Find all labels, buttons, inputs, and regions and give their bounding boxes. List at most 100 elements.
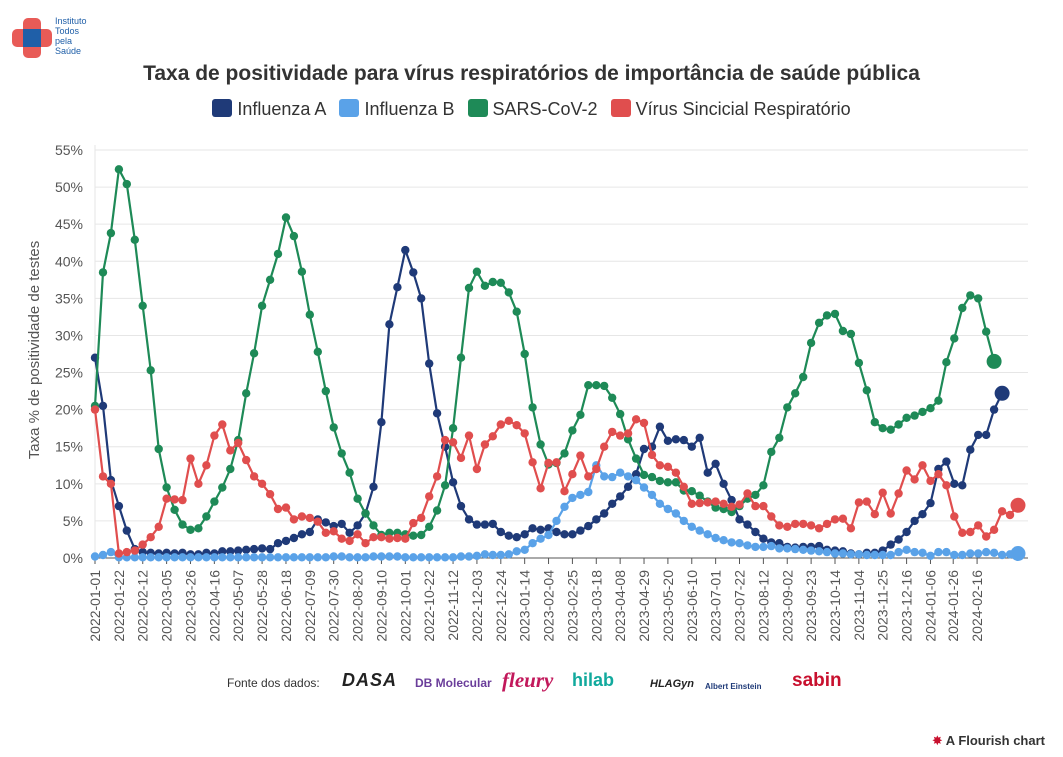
data-point	[687, 522, 696, 531]
data-point	[775, 433, 784, 442]
data-point	[623, 482, 633, 491]
data-point	[608, 499, 617, 508]
x-tick-label: 2022-01-01	[87, 570, 103, 642]
data-point	[281, 553, 291, 562]
data-point	[130, 553, 139, 562]
data-point	[297, 267, 307, 276]
data-point	[162, 483, 171, 492]
data-point	[345, 536, 354, 546]
data-point	[568, 426, 577, 435]
data-point	[886, 540, 895, 549]
data-point	[830, 549, 840, 558]
data-point	[918, 461, 927, 470]
data-point	[854, 550, 864, 559]
legend-item-influenza-a[interactable]: Influenza A	[212, 99, 326, 120]
data-point	[321, 553, 330, 562]
flourish-credit[interactable]: ✸ A Flourish chart	[932, 733, 1045, 749]
data-point	[830, 309, 840, 319]
data-point	[130, 546, 139, 555]
data-point	[958, 550, 967, 560]
data-point	[830, 515, 840, 524]
data-point	[783, 544, 792, 553]
data-point	[894, 547, 903, 557]
data-point	[218, 547, 227, 556]
data-point	[472, 464, 482, 474]
legend-item-influenza-b[interactable]: Influenza B	[339, 99, 455, 120]
data-point	[759, 501, 768, 511]
data-point	[218, 553, 227, 562]
data-point	[663, 504, 673, 514]
institute-logo: Instituto Todos pela Saúde	[12, 14, 132, 64]
data-point	[806, 521, 816, 530]
data-point	[647, 490, 657, 500]
legend-swatch-vsr	[610, 99, 631, 117]
data-point	[814, 524, 824, 533]
data-point	[679, 516, 688, 526]
x-tick-label: 2023-09-23	[803, 570, 819, 642]
data-point	[488, 277, 497, 287]
data-point	[767, 447, 776, 457]
x-tick-label: 2022-03-26	[182, 570, 198, 642]
legend-label-vsr: Vírus Sincicial Respiratório	[635, 99, 851, 119]
data-point	[329, 423, 338, 432]
data-point	[528, 403, 537, 412]
y-tick-label: 50%	[55, 179, 83, 195]
data-point	[234, 546, 243, 555]
data-point	[536, 534, 545, 543]
series-influenza-b	[90, 461, 1026, 562]
data-point	[727, 502, 736, 511]
data-point	[918, 510, 927, 519]
data-point	[273, 504, 283, 514]
legend-item-sars-cov-2[interactable]: SARS-CoV-2	[467, 99, 598, 120]
data-point	[806, 338, 816, 348]
data-point	[631, 454, 641, 463]
data-point	[799, 545, 808, 554]
data-point	[456, 501, 466, 511]
legend-label-sars-cov-2: SARS-CoV-2	[492, 99, 598, 119]
sources-label: Fonte dos dados:	[227, 676, 320, 690]
x-tick-label: 2024-01-06	[922, 570, 938, 642]
data-point	[1005, 510, 1015, 520]
data-point	[822, 311, 832, 320]
data-point	[432, 472, 442, 481]
data-point	[600, 381, 609, 391]
data-point	[679, 482, 688, 491]
data-sources: Fonte dos dados: DASA DB Molecular fleur…	[227, 668, 867, 708]
legend-label-influenza-a: Influenza A	[237, 99, 327, 119]
data-point	[218, 420, 227, 429]
data-point	[496, 550, 505, 560]
data-point	[456, 453, 466, 463]
data-point	[679, 435, 688, 445]
data-point	[647, 450, 657, 460]
data-point	[655, 499, 665, 508]
data-point	[353, 521, 362, 530]
data-point	[234, 553, 243, 562]
data-point	[695, 498, 704, 508]
data-point	[608, 427, 617, 437]
data-point	[894, 535, 903, 544]
data-point	[544, 458, 553, 468]
data-point	[536, 484, 545, 493]
legend-item-vsr[interactable]: Vírus Sincicial Respiratório	[610, 99, 851, 120]
data-point	[257, 553, 267, 562]
data-point	[655, 422, 665, 431]
data-point	[194, 553, 203, 562]
data-point	[528, 458, 537, 467]
y-tick-label: 40%	[55, 253, 83, 269]
y-axis: 0% 5% 10% 15% 20% 25% 30% 35% 40% 45% 50% 55%	[55, 142, 83, 566]
data-point	[663, 462, 673, 471]
data-point	[98, 401, 108, 411]
data-point	[616, 431, 625, 440]
data-point	[639, 470, 649, 480]
data-point	[138, 540, 147, 549]
data-point	[353, 553, 362, 562]
data-point	[417, 294, 426, 303]
data-point	[361, 509, 370, 518]
data-point	[687, 487, 696, 496]
data-point	[838, 514, 848, 523]
data-point	[560, 449, 569, 458]
data-point	[401, 245, 410, 255]
data-point	[432, 409, 442, 418]
data-point	[313, 517, 322, 526]
logo-line-4: Saúde	[55, 46, 82, 56]
